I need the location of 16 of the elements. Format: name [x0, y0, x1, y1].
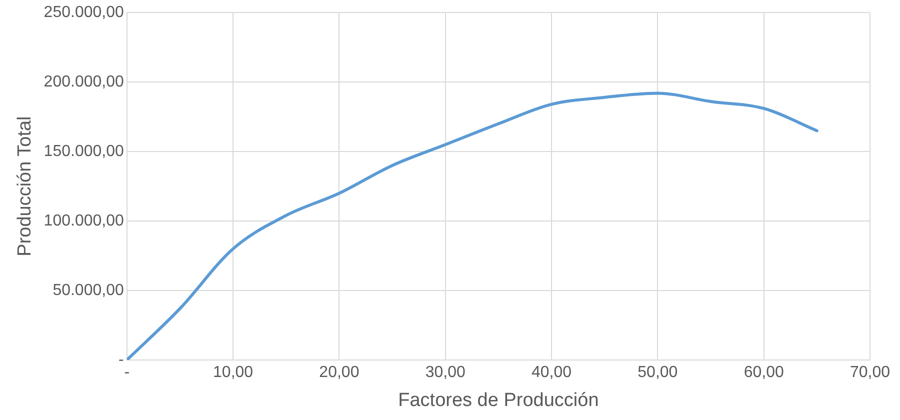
x-tick-label: 50,00	[638, 364, 678, 382]
y-tick-label: 150.000,00	[44, 142, 124, 160]
y-axis-title: Producción Total	[14, 116, 36, 256]
y-tick-label: -	[118, 351, 124, 368]
x-tick-label: 40,00	[531, 364, 572, 382]
x-tick-label: 70,00	[850, 364, 890, 382]
y-tick-label: 200.000,00	[44, 73, 124, 90]
y-tick-label: 100.000,00	[44, 212, 124, 230]
y-tick-label: 50.000,00	[52, 282, 124, 299]
x-tick-label: 20,00	[319, 364, 360, 382]
x-tick-label: 60,00	[744, 364, 784, 382]
x-tick-label: 30,00	[425, 364, 466, 382]
x-tick-label: 10,00	[213, 364, 254, 382]
y-tick-label: 250.000,00	[44, 4, 124, 22]
x-axis-title: Factores de Producción	[398, 390, 599, 411]
line-series	[126, 92, 818, 360]
